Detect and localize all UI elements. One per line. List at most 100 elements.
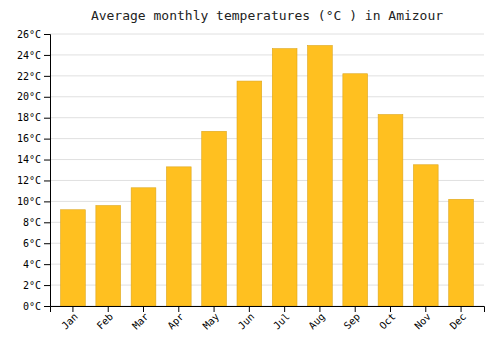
x-axis: Jan Feb Mar Apr May Jun Jul Aug Sep Oct Nov Dec [51, 306, 485, 332]
tick: 8°C [23, 217, 50, 228]
tick-mark [390, 306, 391, 312]
tick-label: 0°C [23, 301, 41, 312]
tick-mark [143, 306, 144, 312]
tick-mark [44, 180, 50, 181]
grid-line [50, 54, 484, 55]
tick-mark [284, 306, 285, 312]
tick: May [201, 306, 222, 332]
tick-label: Oct [377, 311, 398, 332]
bar [96, 206, 121, 306]
tick: Aug [306, 306, 327, 332]
tick: Apr [165, 306, 186, 332]
tick-label: Aug [306, 311, 327, 332]
tick-label: 22°C [17, 71, 41, 82]
tick-mark [44, 139, 50, 140]
tick-label: Dec [448, 311, 469, 332]
tick: Nov [412, 306, 433, 332]
tick: 2°C [23, 280, 50, 291]
tick: Jan [59, 306, 80, 332]
tick: 4°C [23, 259, 50, 270]
tick-mark [355, 306, 356, 312]
tick-label: 8°C [23, 217, 41, 228]
title: Average monthly temperatures (°C ) in Am… [91, 8, 443, 23]
tick: 12°C [17, 175, 50, 186]
tick-label: 18°C [17, 112, 41, 123]
tick-mark [461, 306, 462, 312]
tick-mark [44, 264, 50, 265]
tick: 16°C [17, 133, 50, 144]
tick: 26°C [17, 29, 50, 40]
tick: Dec [448, 306, 469, 332]
tick: 18°C [17, 112, 50, 123]
tick-label: Apr [165, 311, 186, 332]
bar [61, 210, 86, 306]
tick: Feb [95, 306, 116, 332]
tick-mark [44, 118, 50, 119]
tick: 6°C [23, 238, 50, 249]
tick-mark [44, 55, 50, 56]
tick-mark [44, 97, 50, 98]
tick-label: Feb [95, 311, 116, 332]
bar [166, 167, 191, 306]
bar [413, 165, 438, 306]
tick: 22°C [17, 71, 50, 82]
bar [449, 199, 474, 306]
bar [308, 46, 333, 306]
tick: 10°C [17, 196, 50, 207]
grid-line [50, 96, 484, 97]
tick-label: 6°C [23, 238, 41, 249]
grid-line [50, 117, 484, 118]
tick-mark [319, 306, 320, 312]
tick-mark [44, 222, 50, 223]
tick-label: 10°C [17, 196, 41, 207]
tick-label: Nov [412, 311, 433, 332]
tick-label: Jul [271, 311, 292, 332]
tick: 24°C [17, 50, 50, 61]
tick-label: May [201, 311, 222, 332]
tick-label: Sep [342, 311, 363, 332]
grid-line [50, 34, 484, 35]
tick-label: 24°C [17, 50, 41, 61]
bar [202, 131, 227, 306]
bar [237, 81, 262, 306]
chart: Jan Feb Mar Apr May Jun Jul Aug Sep Oct Nov Dec 0°C 2… [0, 0, 500, 350]
axis-line [51, 307, 485, 313]
bar [131, 188, 156, 306]
tick-mark [72, 306, 73, 312]
tick-mark [249, 306, 250, 312]
y-axis: 0°C 2°C 4°C 6°C 8°C 10°C 12°C 14°C 16°C 18°C 20°C 2… [17, 29, 51, 312]
tick-mark [425, 306, 426, 312]
tick-label: Mar [130, 311, 151, 332]
tick: 0°C [23, 301, 50, 312]
tick-label: 26°C [17, 29, 41, 40]
tick-mark [44, 76, 50, 77]
tick-label: 4°C [23, 259, 41, 270]
grid-line [50, 138, 484, 139]
tick: Oct [377, 306, 398, 332]
tick-mark [214, 306, 215, 312]
tick-mark [44, 201, 50, 202]
tick: Jul [271, 306, 292, 332]
tick: 20°C [17, 91, 50, 102]
tick: Sep [342, 306, 363, 332]
tick-label: 14°C [17, 154, 41, 165]
tick-label: 2°C [23, 280, 41, 291]
grid [50, 34, 484, 306]
tick-label: 20°C [17, 91, 41, 102]
tick-label: 12°C [17, 175, 41, 186]
tick-mark [108, 306, 109, 312]
tick-mark [44, 160, 50, 161]
tick-mark [44, 243, 50, 244]
plot-area [61, 46, 474, 306]
tick-mark [178, 306, 179, 312]
tick: 14°C [17, 154, 50, 165]
grid-line [50, 75, 484, 76]
bar [378, 115, 403, 306]
axis-line [44, 35, 51, 307]
tick-label: Jan [59, 311, 80, 332]
tick: Mar [130, 306, 151, 332]
tick-mark [44, 34, 50, 35]
tick: Jun [236, 306, 257, 332]
bar [343, 74, 368, 306]
tick-label: 16°C [17, 133, 41, 144]
